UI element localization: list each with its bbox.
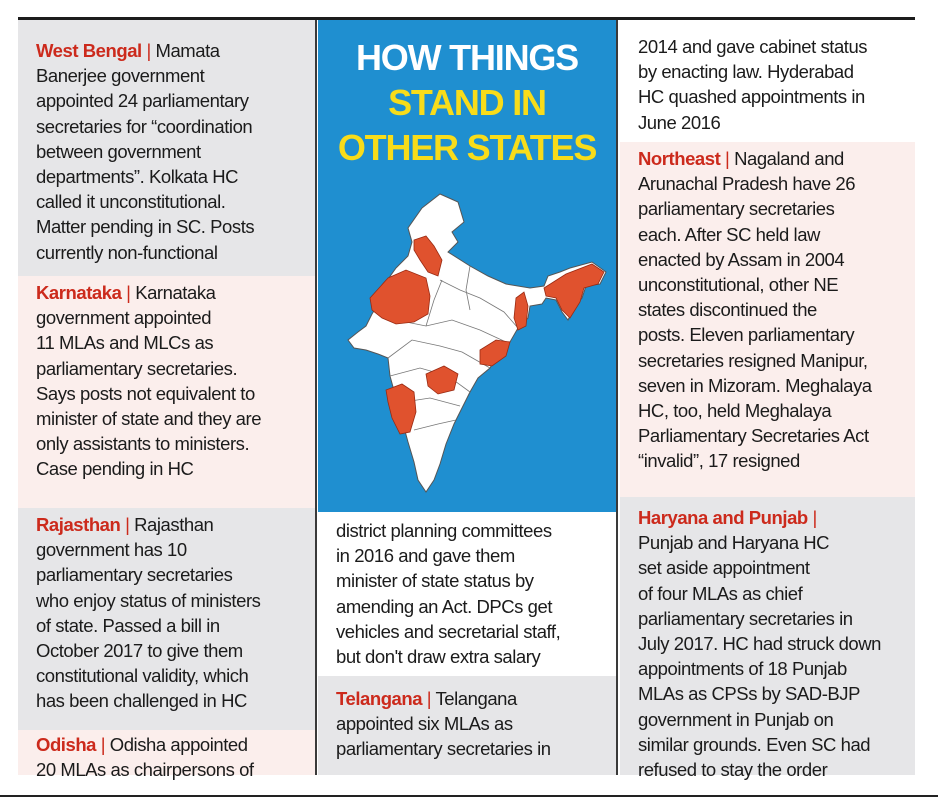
entry-rajasthan: Rajasthan | Rajasthan government has 10 … (18, 508, 315, 730)
entry-telangana-continued: 2014 and gave cabinet status by enacting… (620, 20, 915, 142)
state-name: Karnataka (36, 282, 122, 303)
column-left: West Bengal | Mamata Banerjee government… (18, 20, 315, 780)
entry-karnataka: Karnataka | Karnataka government appoint… (18, 276, 315, 508)
state-name: Telangana (336, 688, 423, 709)
entry-text: Northeast | Nagaland and Arunachal Prade… (638, 148, 872, 472)
entry-northeast: Northeast | Nagaland and Arunachal Prade… (620, 142, 915, 497)
state-shape-telangana (425, 365, 459, 395)
bottom-rule (0, 795, 938, 797)
highlighted-states (369, 235, 605, 435)
entry-text: Karnataka | Karnataka government appoint… (36, 282, 262, 480)
state-name: West Bengal (36, 40, 142, 61)
separator-bar: | (146, 40, 151, 61)
entry-text: Telangana | Telangana appointed six MLAs… (336, 688, 551, 760)
entry-text: West Bengal | Mamata Banerjee government… (36, 40, 255, 263)
state-name: Odisha (36, 734, 97, 755)
separator-bar: | (125, 514, 130, 535)
headline-line-2: STAND IN (388, 82, 547, 123)
entry-haryana-punjab: Haryana and Punjab | Punjab and Haryana … (620, 497, 915, 780)
state-shape-punjab-haryana (413, 235, 443, 277)
entry-text: 2014 and gave cabinet status by enacting… (638, 36, 868, 133)
entry-text: Rajasthan | Rajasthan government has 10 … (36, 514, 261, 712)
entry-telangana: Telangana | Telangana appointed six MLAs… (318, 676, 616, 775)
state-name: Rajasthan (36, 514, 121, 535)
entry-odisha: Odisha | Odisha appointed 20 MLAs as cha… (18, 730, 315, 780)
state-shape-rajasthan (369, 269, 431, 325)
state-name: Haryana and Punjab (638, 507, 808, 528)
separator-bar: | (100, 734, 106, 755)
separator-bar: | (426, 688, 432, 709)
state-name: Northeast (638, 148, 721, 169)
entry-text: Odisha | Odisha appointed 20 MLAs as cha… (36, 734, 254, 781)
separator-bar: | (725, 148, 730, 169)
entry-odisha-continued: district planning committees in 2016 and… (318, 512, 616, 676)
headline-line-3: OTHER STATES (337, 127, 597, 168)
state-shape-odisha (479, 339, 511, 367)
column-divider (315, 20, 317, 775)
column-right: 2014 and gave cabinet status by enacting… (620, 20, 915, 780)
separator-bar: | (812, 507, 817, 528)
state-shape-west-bengal (513, 291, 529, 331)
top-rule (18, 17, 915, 20)
column-divider (616, 20, 618, 775)
separator-bar: | (126, 282, 131, 303)
india-map (347, 193, 607, 493)
column-middle: HOW THINGS STAND IN OTHER STATES (318, 20, 616, 775)
entry-west-bengal: West Bengal | Mamata Banerjee government… (18, 20, 315, 276)
headline-panel: HOW THINGS STAND IN OTHER STATES (318, 20, 616, 512)
state-shape-northeast (543, 263, 605, 319)
entry-text: Haryana and Punjab | Punjab and Haryana … (638, 507, 881, 781)
state-shape-karnataka (385, 383, 417, 435)
headline-line-1: HOW THINGS (356, 37, 579, 78)
entry-text: district planning committees in 2016 and… (336, 520, 561, 668)
india-outline (347, 193, 607, 493)
